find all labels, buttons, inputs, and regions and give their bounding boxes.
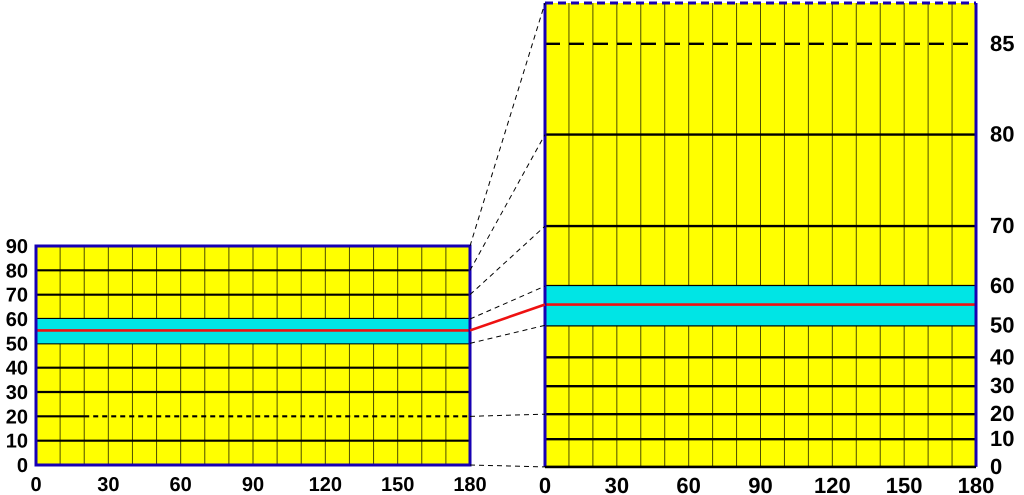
svg-text:180: 180	[453, 474, 486, 495]
svg-text:90: 90	[6, 236, 28, 258]
svg-text:10: 10	[990, 426, 1014, 451]
svg-text:120: 120	[814, 473, 851, 495]
svg-text:60: 60	[6, 309, 28, 331]
svg-text:0: 0	[30, 474, 41, 495]
svg-text:60: 60	[990, 273, 1014, 298]
svg-text:90: 90	[242, 474, 264, 495]
svg-text:180: 180	[958, 473, 995, 495]
svg-text:30: 30	[605, 473, 629, 495]
svg-text:0: 0	[17, 455, 28, 477]
svg-text:50: 50	[6, 333, 28, 355]
svg-text:80: 80	[990, 122, 1014, 147]
svg-text:0: 0	[539, 473, 551, 495]
svg-text:20: 20	[6, 406, 28, 428]
svg-text:70: 70	[990, 213, 1014, 238]
svg-text:40: 40	[990, 344, 1014, 369]
svg-text:70: 70	[6, 285, 28, 307]
svg-text:90: 90	[748, 473, 772, 495]
svg-text:150: 150	[886, 473, 923, 495]
svg-text:60: 60	[676, 473, 700, 495]
svg-text:30: 30	[97, 474, 119, 495]
svg-text:30: 30	[990, 373, 1014, 398]
svg-text:80: 80	[6, 260, 28, 282]
svg-text:50: 50	[990, 312, 1014, 337]
svg-text:10: 10	[6, 431, 28, 453]
svg-text:20: 20	[990, 401, 1014, 426]
svg-text:150: 150	[381, 474, 414, 495]
svg-text:40: 40	[6, 358, 28, 380]
svg-text:60: 60	[170, 474, 192, 495]
svg-text:30: 30	[6, 382, 28, 404]
svg-text:120: 120	[309, 474, 342, 495]
svg-text:85: 85	[990, 31, 1014, 56]
